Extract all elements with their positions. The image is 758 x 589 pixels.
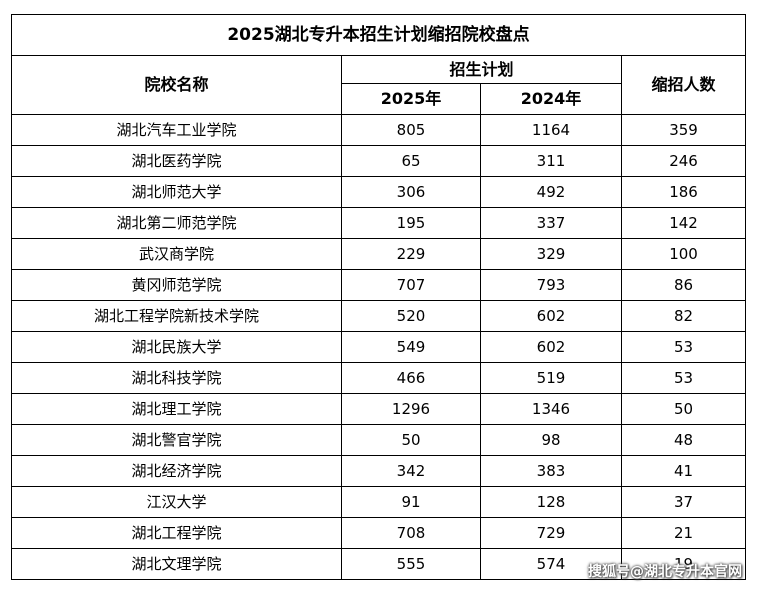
school-name-cell: 湖北汽车工业学院	[11, 114, 342, 146]
plan-2024-cell: 311	[480, 145, 622, 177]
plan-2025-cell: 65	[341, 145, 481, 177]
reduction-cell: 48	[620, 424, 747, 456]
header-year-2025: 2025年	[341, 83, 481, 115]
plan-2025-cell: 342	[341, 455, 481, 487]
enrollment-table: 2025湖北专升本招生计划缩招院校盘点 院校名称 招生计划 缩招人数 2025年…	[10, 14, 747, 580]
plan-2025-cell: 805	[341, 114, 481, 146]
school-name-cell: 湖北工程学院新技术学院	[11, 300, 342, 332]
plan-2025-cell: 466	[341, 362, 481, 394]
table-row: 湖北工程学院新技术学院 520 602 82	[11, 300, 747, 332]
reduction-cell: 41	[620, 455, 747, 487]
plan-2025-cell: 707	[341, 269, 481, 301]
table-row: 湖北文理学院 555 574 19	[11, 548, 747, 580]
plan-2025-cell: 91	[341, 486, 481, 518]
school-name-cell: 江汉大学	[11, 486, 342, 518]
plan-2025-cell: 306	[341, 176, 481, 208]
plan-2024-cell: 492	[480, 176, 622, 208]
plan-2024-cell: 1346	[480, 393, 622, 425]
plan-2024-cell: 602	[480, 331, 622, 363]
table-row: 湖北工程学院 708 729 21	[11, 517, 747, 549]
header-reduction: 缩招人数	[620, 55, 747, 115]
plan-2025-cell: 229	[341, 238, 481, 270]
table-row: 江汉大学 91 128 37	[11, 486, 747, 518]
school-name-cell: 湖北文理学院	[11, 548, 342, 580]
table-row: 湖北理工学院 1296 1346 50	[11, 393, 747, 425]
plan-2025-cell: 195	[341, 207, 481, 239]
reduction-cell: 142	[620, 207, 747, 239]
reduction-cell: 100	[620, 238, 747, 270]
table-row: 黄冈师范学院 707 793 86	[11, 269, 747, 301]
plan-2024-cell: 729	[480, 517, 622, 549]
table-row: 湖北医药学院 65 311 246	[11, 145, 747, 177]
reduction-cell: 359	[620, 114, 747, 146]
school-name-cell: 湖北工程学院	[11, 517, 342, 549]
plan-2024-cell: 383	[480, 455, 622, 487]
header-school-name: 院校名称	[11, 55, 342, 115]
header-plan-group: 招生计划	[341, 55, 622, 84]
table-row: 武汉商学院 229 329 100	[11, 238, 747, 270]
reduction-cell: 53	[620, 331, 747, 363]
title-row: 2025湖北专升本招生计划缩招院校盘点	[10, 14, 747, 56]
school-name-cell: 武汉商学院	[11, 238, 342, 270]
table-row: 湖北师范大学 306 492 186	[11, 176, 747, 208]
header-year-2024: 2024年	[480, 83, 622, 115]
table-row: 湖北经济学院 342 383 41	[11, 455, 747, 487]
plan-2024-cell: 337	[480, 207, 622, 239]
plan-2024-cell: 793	[480, 269, 622, 301]
table-header: 2025湖北专升本招生计划缩招院校盘点 院校名称 招生计划 缩招人数 2025年…	[10, 14, 747, 115]
watermark: 搜狐号@湖北专升本官网	[588, 564, 742, 580]
plan-2024-cell: 98	[480, 424, 622, 456]
reduction-cell: 37	[620, 486, 747, 518]
school-name-cell: 黄冈师范学院	[11, 269, 342, 301]
reduction-cell: 50	[620, 393, 747, 425]
school-name-cell: 湖北经济学院	[11, 455, 342, 487]
plan-2025-cell: 520	[341, 300, 481, 332]
header-row-1: 院校名称 招生计划 缩招人数	[11, 55, 747, 115]
plan-2025-cell: 549	[341, 331, 481, 363]
plan-2025-cell: 1296	[341, 393, 481, 425]
table-row: 湖北科技学院 466 519 53	[11, 362, 747, 394]
plan-2024-cell: 128	[480, 486, 622, 518]
school-name-cell: 湖北民族大学	[11, 331, 342, 363]
table-row: 湖北汽车工业学院 805 1164 359	[11, 114, 747, 146]
school-name-cell: 湖北医药学院	[11, 145, 342, 177]
table-title: 2025湖北专升本招生计划缩招院校盘点	[10, 14, 747, 56]
reduction-cell: 186	[620, 176, 747, 208]
plan-2024-cell: 1164	[480, 114, 622, 146]
reduction-cell: 21	[620, 517, 747, 549]
school-name-cell: 湖北理工学院	[11, 393, 342, 425]
plan-2024-cell: 329	[480, 238, 622, 270]
plan-2025-cell: 50	[341, 424, 481, 456]
table-row: 湖北警官学院 50 98 48	[11, 424, 747, 456]
reduction-cell: 53	[620, 362, 747, 394]
reduction-cell: 19	[620, 548, 747, 580]
reduction-cell: 82	[620, 300, 747, 332]
enrollment-table-container: 2025湖北专升本招生计划缩招院校盘点 院校名称 招生计划 缩招人数 2025年…	[10, 14, 747, 580]
school-name-cell: 湖北第二师范学院	[11, 207, 342, 239]
school-name-cell: 湖北师范大学	[11, 176, 342, 208]
plan-2025-cell: 708	[341, 517, 481, 549]
school-name-cell: 湖北科技学院	[11, 362, 342, 394]
reduction-cell: 246	[620, 145, 747, 177]
school-name-cell: 湖北警官学院	[11, 424, 342, 456]
table-row: 湖北民族大学 549 602 53	[11, 331, 747, 363]
table-row: 湖北第二师范学院 195 337 142	[11, 207, 747, 239]
plan-2024-cell: 602	[480, 300, 622, 332]
plan-2025-cell: 555	[341, 548, 481, 580]
header-row-2: 2025年 2024年	[12, 83, 746, 115]
reduction-cell: 86	[620, 269, 747, 301]
plan-2024-cell: 519	[480, 362, 622, 394]
table-body: 湖北汽车工业学院 805 1164 359 湖北医药学院 65 311 246 湖北师范大学 30…	[11, 114, 747, 580]
